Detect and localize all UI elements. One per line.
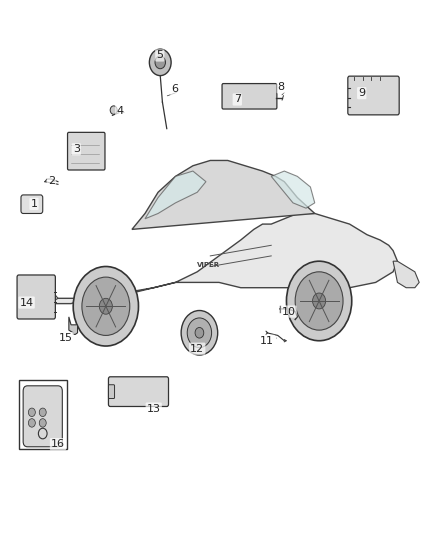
Polygon shape — [36, 214, 397, 304]
Text: 16: 16 — [51, 439, 65, 449]
FancyBboxPatch shape — [23, 386, 62, 447]
Text: 13: 13 — [147, 403, 161, 414]
Text: 8: 8 — [278, 82, 285, 92]
FancyBboxPatch shape — [17, 275, 55, 319]
Polygon shape — [28, 277, 58, 304]
Polygon shape — [132, 160, 315, 229]
FancyBboxPatch shape — [21, 195, 43, 214]
Circle shape — [195, 327, 204, 338]
Polygon shape — [271, 171, 315, 208]
Circle shape — [82, 277, 130, 335]
Text: 10: 10 — [282, 306, 296, 317]
Circle shape — [39, 408, 46, 417]
Circle shape — [149, 49, 171, 76]
Circle shape — [187, 318, 212, 348]
Text: 11: 11 — [260, 336, 274, 346]
FancyBboxPatch shape — [67, 132, 105, 170]
Circle shape — [28, 408, 35, 417]
Circle shape — [39, 419, 46, 427]
Circle shape — [110, 106, 117, 114]
FancyBboxPatch shape — [109, 377, 169, 407]
Text: 12: 12 — [190, 344, 204, 354]
Text: 9: 9 — [358, 88, 365, 98]
Polygon shape — [69, 317, 78, 334]
Circle shape — [286, 261, 352, 341]
Text: 7: 7 — [234, 94, 241, 104]
Circle shape — [73, 266, 138, 346]
Text: 15: 15 — [59, 333, 73, 343]
Circle shape — [295, 272, 343, 330]
Circle shape — [181, 311, 218, 355]
Text: 1: 1 — [31, 199, 38, 209]
Text: 4: 4 — [116, 106, 124, 116]
Text: VIPER: VIPER — [197, 262, 220, 268]
Text: 5: 5 — [156, 51, 163, 60]
Circle shape — [155, 56, 166, 69]
Text: 3: 3 — [73, 144, 80, 155]
Polygon shape — [393, 261, 419, 288]
Bar — [19, 381, 67, 449]
Circle shape — [313, 293, 325, 309]
Circle shape — [28, 419, 35, 427]
FancyBboxPatch shape — [109, 385, 115, 399]
Text: 2: 2 — [48, 175, 55, 185]
Text: 14: 14 — [20, 297, 34, 308]
FancyBboxPatch shape — [222, 84, 277, 109]
FancyBboxPatch shape — [348, 76, 399, 115]
Polygon shape — [145, 171, 206, 219]
Circle shape — [99, 298, 113, 314]
Text: 6: 6 — [171, 84, 178, 94]
